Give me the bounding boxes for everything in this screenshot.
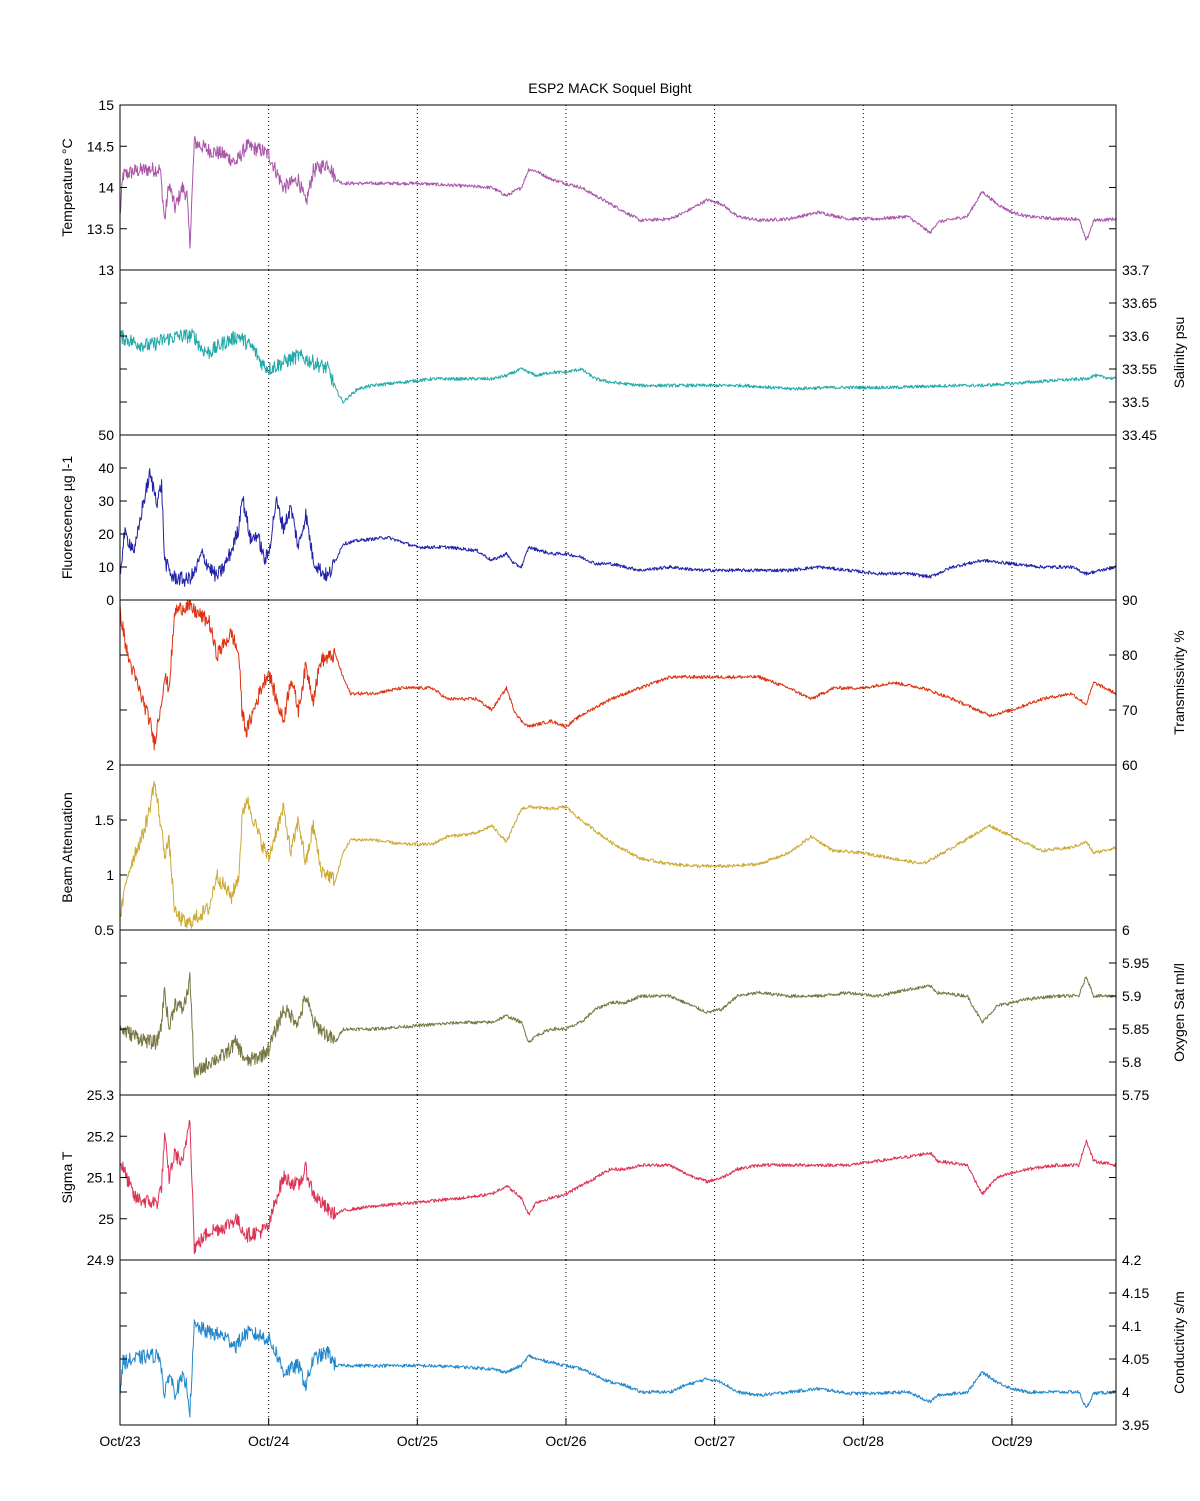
ylabel-salinity: Salinity psu	[1171, 317, 1187, 389]
x-axis: Oct/23 Oct/24 Oct/25 Oct/26 Oct/27 Oct/28 Oct/…	[99, 1418, 1033, 1449]
ytick-label-conductivity-5: 4.2	[1122, 1252, 1142, 1268]
series-line-fluorescence	[119, 468, 1117, 587]
ytick-label-temperature-1: 13.5	[87, 221, 114, 237]
ytick-label-sigma_t-1: 25	[98, 1211, 114, 1227]
series-line-conductivity	[119, 1319, 1117, 1418]
xtick-label-6: Oct/29	[991, 1433, 1032, 1449]
ytick-label-transmissivity-2: 80	[1122, 647, 1138, 663]
ylabel-sigma_t: Sigma T	[59, 1151, 75, 1203]
ytick-label-fluorescence-1: 10	[98, 559, 114, 575]
ytick-label-fluorescence-2: 20	[98, 526, 114, 542]
ylabel-beam_attenuation: Beam Attenuation	[59, 792, 75, 903]
ytick-label-beam_attenuation-3: 2	[106, 757, 114, 773]
ytick-label-temperature-3: 14.5	[87, 138, 114, 154]
ytick-label-salinity-3: 33.6	[1122, 328, 1149, 344]
ytick-label-oxygen-0: 5.75	[1122, 1087, 1149, 1103]
ytick-label-oxygen-5: 6	[1122, 922, 1130, 938]
series-line-oxygen	[119, 972, 1117, 1079]
ytick-label-oxygen-3: 5.9	[1122, 988, 1142, 1004]
panel-frame-temperature	[119, 104, 1117, 271]
panel-frame-sigma_t	[119, 1094, 1117, 1261]
ytick-label-beam_attenuation-0: 0.5	[95, 922, 115, 938]
ytick-label-sigma_t-3: 25.2	[87, 1128, 114, 1144]
chart-title: ESP2 MACK Soquel Bight	[528, 80, 692, 96]
ytick-label-temperature-4: 15	[98, 97, 114, 113]
ylabel-conductivity: Conductivity s/m	[1171, 1291, 1187, 1394]
ytick-label-salinity-4: 33.65	[1122, 295, 1157, 311]
ytick-label-oxygen-1: 5.8	[1122, 1054, 1142, 1070]
ytick-label-conductivity-2: 4.05	[1122, 1351, 1149, 1367]
ytick-label-transmissivity-0: 60	[1122, 757, 1138, 773]
ytick-label-salinity-1: 33.5	[1122, 394, 1149, 410]
ytick-label-sigma_t-4: 25.3	[87, 1087, 114, 1103]
panel-temperature: 13 13.5 14 14.5 15 Temperature °C	[59, 97, 1117, 278]
xtick-label-5: Oct/28	[843, 1433, 884, 1449]
ylabel-oxygen: Oxygen Sat ml/l	[1171, 963, 1187, 1062]
panel-beam_attenuation: 0.5 1 1.5 2 Beam Attenuation	[59, 757, 1117, 938]
xtick-label-0: Oct/23	[99, 1433, 140, 1449]
ytick-label-conductivity-1: 4	[1122, 1384, 1130, 1400]
ytick-label-conductivity-4: 4.15	[1122, 1285, 1149, 1301]
ylabel-temperature: Temperature °C	[59, 138, 75, 236]
xtick-label-1: Oct/24	[248, 1433, 289, 1449]
ytick-label-transmissivity-1: 70	[1122, 702, 1138, 718]
panel-frame-salinity	[119, 269, 1117, 436]
ytick-label-sigma_t-0: 24.9	[87, 1252, 114, 1268]
ytick-label-oxygen-4: 5.95	[1122, 955, 1149, 971]
ytick-label-conductivity-3: 4.1	[1122, 1318, 1142, 1334]
series-line-salinity	[119, 328, 1117, 404]
panel-conductivity: 3.95 4 4.05 4.1 4.15 4.2 Conductivity s/m	[119, 1252, 1187, 1433]
ytick-label-conductivity-0: 3.95	[1122, 1417, 1149, 1433]
ytick-label-sigma_t-2: 25.1	[87, 1170, 114, 1186]
panel-oxygen: 5.75 5.8 5.85 5.9 5.95 6 Oxygen Sat ml/l	[119, 922, 1187, 1103]
ytick-label-beam_attenuation-2: 1.5	[95, 812, 115, 828]
ytick-label-temperature-2: 14	[98, 180, 114, 196]
xtick-label-4: Oct/27	[694, 1433, 735, 1449]
series-line-temperature	[119, 135, 1117, 249]
ytick-label-fluorescence-5: 50	[98, 427, 114, 443]
ylabel-fluorescence: Fluorescence µg l-1	[59, 456, 75, 579]
panel-frame-fluorescence	[119, 434, 1117, 601]
xtick-label-3: Oct/26	[545, 1433, 586, 1449]
panel-frame-conductivity	[119, 1259, 1117, 1426]
ytick-label-fluorescence-3: 30	[98, 493, 114, 509]
series-line-beam_attenuation	[119, 781, 1117, 929]
ytick-label-beam_attenuation-1: 1	[106, 867, 114, 883]
panel-salinity: 33.45 33.5 33.55 33.6 33.65 33.7 Salinity psu	[119, 262, 1187, 443]
panel-fluorescence: 0 10 20 30 40 50 Fluorescence µg l-1	[59, 427, 1117, 608]
ytick-label-salinity-5: 33.7	[1122, 262, 1149, 278]
series-line-transmissivity	[119, 599, 1117, 751]
ytick-label-transmissivity-3: 90	[1122, 592, 1138, 608]
ylabel-transmissivity: Transmissivity %	[1171, 630, 1187, 735]
panel-sigma_t: 24.9 25 25.1 25.2 25.3 Sigma T	[59, 1087, 1117, 1268]
series-line-sigma_t	[119, 1119, 1117, 1255]
panel-transmissivity: 60 70 80 90 Transmissivity %	[119, 592, 1187, 773]
ytick-label-salinity-2: 33.55	[1122, 361, 1157, 377]
ytick-label-salinity-0: 33.45	[1122, 427, 1157, 443]
ytick-label-fluorescence-4: 40	[98, 460, 114, 476]
ytick-label-temperature-0: 13	[98, 262, 114, 278]
ytick-label-oxygen-2: 5.85	[1122, 1021, 1149, 1037]
panel-frame-oxygen	[119, 929, 1117, 1096]
ytick-label-fluorescence-0: 0	[106, 592, 114, 608]
xtick-label-2: Oct/25	[397, 1433, 438, 1449]
